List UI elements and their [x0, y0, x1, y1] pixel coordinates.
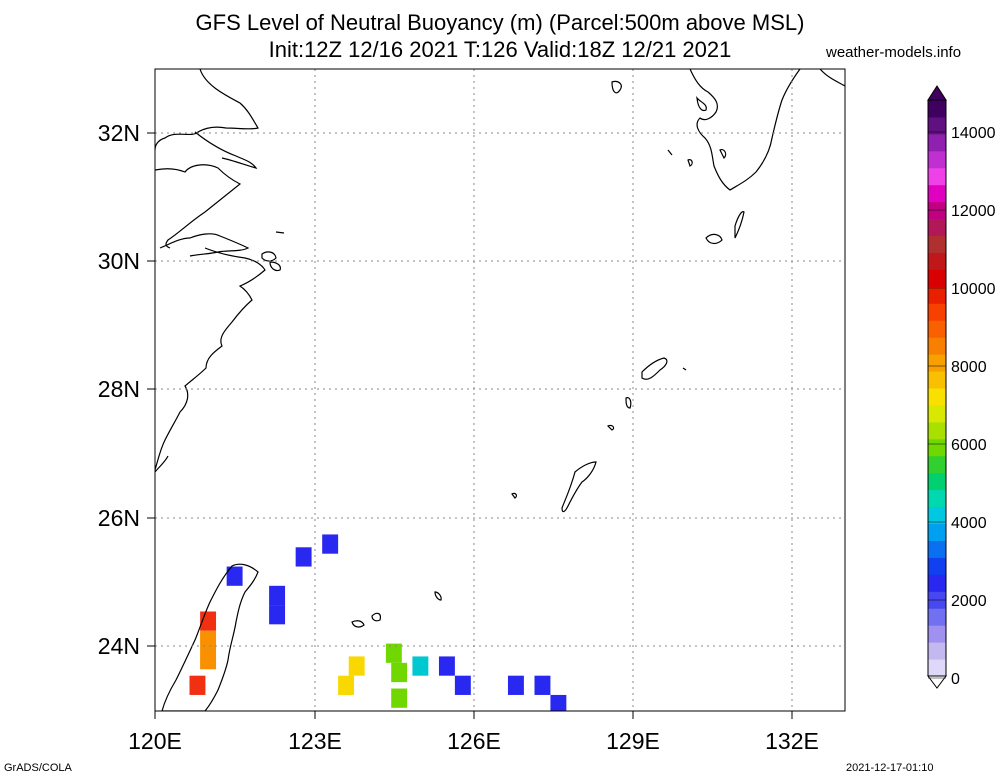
colorbar-swatch [928, 574, 946, 592]
colorbar-labels: 14000 12000 10000 8000 6000 4000 2000 0 [951, 125, 996, 688]
field-cell [391, 662, 408, 683]
x-tick-label: 120E [128, 728, 182, 754]
colorbar-swatch [928, 371, 946, 389]
colorbar-swatch [928, 303, 946, 321]
colorbar-swatch [928, 184, 946, 203]
colorbar-swatch [928, 438, 946, 457]
colorbar-swatch [928, 421, 946, 440]
colorbar-min-arrow [927, 675, 947, 689]
colorbar-swatch [928, 455, 946, 474]
field-cell [200, 630, 217, 651]
footer-timestamp: 2021-12-17-01:10 [846, 762, 934, 774]
colorbar-label: 10000 [951, 281, 996, 298]
y-tick-label: 26N [98, 505, 140, 531]
colorbar-swatch [928, 150, 946, 169]
field-cell [295, 547, 312, 567]
x-tick-label: 126E [447, 728, 501, 754]
colorbar-label: 14000 [951, 125, 996, 142]
y-tick-label: 30N [98, 248, 140, 274]
field-cell [200, 650, 217, 670]
colorbar-swatch [928, 269, 946, 287]
field-cell [438, 656, 455, 676]
colorbar-swatch [928, 354, 946, 372]
colorbar-swatch [928, 608, 946, 626]
y-tick-label: 32N [98, 120, 140, 146]
field-cell [226, 566, 243, 586]
colorbar-swatch [928, 116, 946, 135]
y-tick-label: 28N [98, 376, 140, 402]
field-cell [269, 585, 286, 606]
field-cell [322, 534, 339, 554]
coastlines [155, 69, 845, 711]
colorbar-label: 2000 [951, 593, 987, 610]
colorbar-label: 6000 [951, 437, 987, 454]
field-cell [189, 675, 206, 695]
site-credit: weather-models.info [826, 44, 962, 61]
colorbar-swatch [928, 201, 946, 220]
colorbar-swatch [928, 388, 946, 406]
colorbar-swatch [928, 557, 946, 575]
colorbar-swatch [928, 404, 946, 423]
colorbar-label: 4000 [951, 515, 987, 532]
y-tick-labels: 32N 30N 28N 26N 24N [98, 120, 140, 659]
field-cell [391, 688, 408, 708]
field-cell [412, 656, 429, 676]
colorbar-swatch [928, 337, 946, 355]
colorbar-swatch [928, 100, 946, 118]
colorbar-swatch [928, 252, 946, 270]
colorbar-label: 12000 [951, 203, 996, 220]
axis-ticks [147, 132, 793, 719]
colorbar-swatch [928, 320, 946, 338]
field-layer [189, 534, 567, 711]
field-cell [269, 605, 286, 625]
x-tick-labels: 120E 123E 126E 129E 132E [128, 728, 819, 754]
colorbar-swatch [928, 286, 946, 304]
field-cell [385, 643, 402, 663]
field-cell [348, 656, 365, 676]
field-cell [338, 675, 355, 695]
colorbar-swatch [928, 625, 946, 643]
colorbar-swatch [928, 472, 946, 491]
colorbar-swatch [928, 489, 946, 508]
plot-frame [154, 68, 846, 712]
colorbar-label: 8000 [951, 359, 987, 376]
map-title-line1: GFS Level of Neutral Buoyancy (m) (Parce… [195, 10, 805, 35]
colorbar-swatch [928, 235, 946, 253]
field-cell [550, 694, 567, 711]
y-tick-label: 24N [98, 633, 140, 659]
footer-credit: GrADS/COLA [4, 762, 72, 774]
gridlines [155, 69, 845, 711]
colorbar-swatch [928, 133, 946, 152]
colorbar-swatch [928, 167, 946, 186]
colorbar-label: 0 [951, 671, 960, 688]
colorbar-swatch [928, 659, 946, 677]
colorbar-swatch [928, 523, 946, 541]
colorbar [927, 85, 947, 689]
map-title-line2: Init:12Z 12/16 2021 T:126 Valid:18Z 12/2… [268, 37, 732, 62]
x-tick-label: 129E [606, 728, 660, 754]
colorbar-swatch [928, 540, 946, 558]
colorbar-max-arrow [927, 85, 947, 101]
x-tick-label: 132E [765, 728, 819, 754]
colorbar-swatch [928, 506, 946, 525]
field-cell [534, 675, 551, 695]
x-tick-label: 123E [288, 728, 342, 754]
field-cell [507, 675, 524, 695]
field-cell [454, 675, 471, 695]
colorbar-swatch [928, 218, 946, 237]
colorbar-swatch [928, 642, 946, 660]
